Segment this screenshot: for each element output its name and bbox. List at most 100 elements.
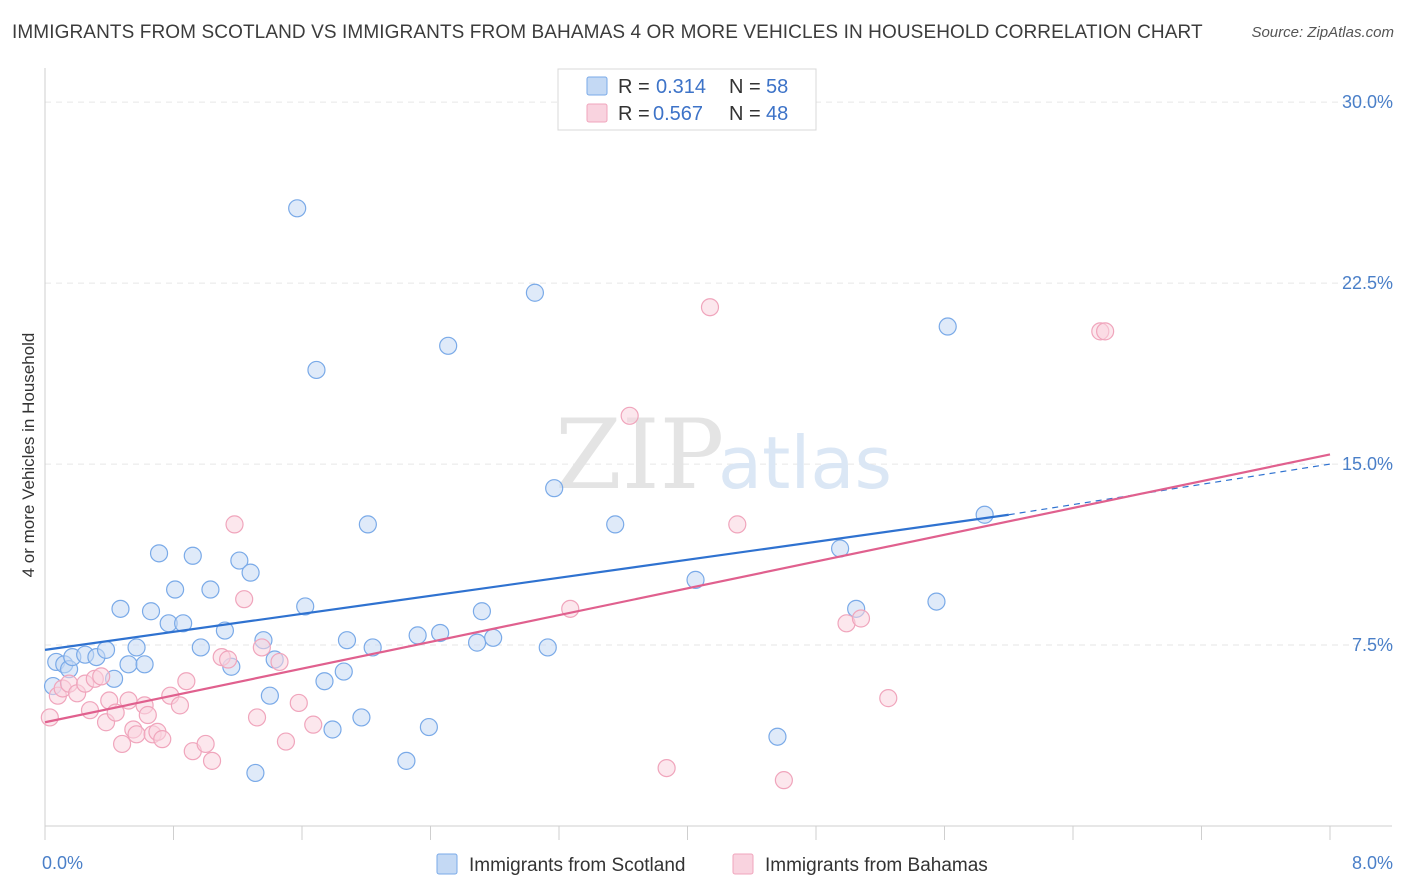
data-point-series0-45 — [472, 602, 491, 621]
data-point-series1-39 — [657, 758, 676, 778]
data-point-series1-8 — [92, 667, 111, 686]
data-point-series1-32 — [252, 638, 271, 657]
data-point-series0-14 — [149, 544, 169, 563]
data-point-series0-56 — [938, 317, 957, 336]
legend-n-value-bahamas: 48 — [766, 103, 788, 125]
data-point-series1-36 — [304, 715, 323, 734]
data-point-series1-47 — [1096, 322, 1115, 341]
data-point-series0-13 — [141, 602, 161, 621]
data-point-series1-45 — [879, 689, 898, 708]
bottom-legend-label-bahamas: Immigrants from Bahamas — [765, 855, 988, 876]
data-point-series0-29 — [288, 199, 307, 218]
trend-line-series-0 — [44, 513, 1009, 651]
data-point-series1-26 — [202, 751, 222, 770]
x-tick-label-0: 0.0% — [42, 853, 83, 873]
legend-n-label-bahamas: N = — [729, 103, 761, 125]
data-point-series0-52 — [768, 727, 787, 746]
data-point-series0-17 — [174, 614, 193, 633]
top-legend: R = 0.314 N = 58 R = 0.567 N = 48 — [557, 68, 817, 131]
data-point-series1-41 — [728, 515, 747, 534]
trend-line-series-1 — [44, 453, 1331, 724]
data-point-series1-40 — [700, 298, 720, 317]
data-point-series0-12 — [135, 655, 154, 674]
data-point-series0-38 — [363, 638, 382, 657]
data-point-series0-25 — [246, 763, 265, 783]
data-point-series1-33 — [270, 652, 289, 672]
data-point-series0-11 — [127, 638, 146, 657]
data-point-series0-57 — [975, 505, 994, 524]
bottom-legend-swatch-scotland — [436, 853, 458, 875]
data-point-series1-29 — [225, 515, 244, 534]
chart-title: IMMIGRANTS FROM SCOTLAND VS IMMIGRANTS F… — [12, 22, 1203, 43]
watermark-atlas: atlas — [718, 421, 892, 505]
data-point-series0-30 — [296, 597, 315, 616]
legend-n-label-scotland: N = — [729, 76, 761, 98]
legend-r-label-scotland: R = — [618, 76, 650, 98]
data-point-series1-30 — [235, 590, 254, 609]
data-point-series1-17 — [138, 705, 157, 725]
data-point-series1-0 — [40, 708, 59, 727]
data-point-series0-34 — [334, 662, 353, 681]
bottom-legend-label-scotland: Immigrants from Scotland — [469, 855, 685, 876]
data-point-series0-24 — [241, 563, 260, 582]
data-point-series0-7 — [96, 640, 116, 659]
data-point-series1-28 — [219, 650, 238, 669]
data-point-series0-36 — [352, 708, 371, 727]
data-point-series1-15 — [127, 725, 146, 744]
data-point-series1-25 — [196, 734, 215, 754]
data-point-series0-27 — [260, 686, 279, 705]
data-point-series0-55 — [927, 592, 946, 611]
watermark: ZIP atlas — [555, 399, 892, 511]
data-point-series0-10 — [119, 655, 138, 674]
y-tick-label-0: 7.5% — [1352, 635, 1393, 655]
legend-r-value-bahamas: 0.567 — [653, 103, 703, 125]
data-point-series1-34 — [276, 732, 296, 751]
data-point-series1-23 — [177, 672, 196, 691]
trend-extension-series-0 — [1008, 463, 1331, 516]
data-point-series0-16 — [166, 580, 185, 599]
data-point-series0-37 — [358, 515, 377, 534]
watermark-zip: ZIP — [555, 399, 724, 511]
series-0-points — [43, 199, 994, 783]
data-point-series0-18 — [183, 546, 202, 565]
data-point-series1-12 — [112, 734, 132, 754]
trend-layer — [44, 453, 1331, 724]
data-point-series1-31 — [247, 708, 267, 727]
data-point-series1-6 — [80, 701, 100, 720]
y-tick-label-3: 30.0% — [1342, 92, 1393, 112]
data-point-series0-43 — [439, 336, 458, 355]
legend-swatch-scotland — [586, 76, 608, 96]
legend-swatch-bahamas — [586, 103, 608, 123]
y-tick-labels: 7.5% 15.0% 22.5% 30.0% — [1342, 92, 1393, 655]
data-point-series0-32 — [315, 672, 334, 691]
data-point-series1-42 — [774, 771, 793, 790]
bottom-legend-swatch-bahamas — [732, 853, 754, 875]
data-point-series0-33 — [323, 720, 342, 739]
chart-source: Source: ZipAtlas.com — [1251, 24, 1394, 41]
points-layer — [40, 199, 1115, 790]
axes — [44, 68, 1392, 840]
series-1-points — [40, 298, 1115, 790]
data-point-series1-38 — [620, 406, 639, 425]
bottom-legend: Immigrants from Scotland Immigrants from… — [436, 853, 988, 876]
data-point-series0-49 — [545, 479, 564, 498]
data-point-series0-42 — [431, 623, 450, 643]
y-tick-label-2: 22.5% — [1342, 273, 1393, 293]
data-point-series0-19 — [191, 638, 210, 657]
data-point-series0-41 — [419, 717, 438, 737]
y-tick-label-1: 15.0% — [1342, 454, 1393, 474]
data-point-series0-39 — [397, 751, 416, 770]
data-point-series0-46 — [484, 628, 503, 647]
data-point-series0-51 — [686, 570, 705, 589]
data-point-series0-48 — [538, 638, 557, 657]
data-point-series0-9 — [111, 599, 130, 618]
y-axis-title: 4 or more Vehicles in Household — [19, 333, 38, 578]
data-point-series1-44 — [851, 609, 871, 628]
legend-r-value-scotland: 0.314 — [656, 76, 706, 98]
data-point-series0-31 — [307, 360, 326, 380]
data-point-series1-20 — [153, 730, 172, 749]
legend-n-value-scotland: 58 — [766, 76, 788, 98]
data-point-series1-22 — [170, 696, 190, 715]
data-point-series1-35 — [289, 693, 308, 713]
